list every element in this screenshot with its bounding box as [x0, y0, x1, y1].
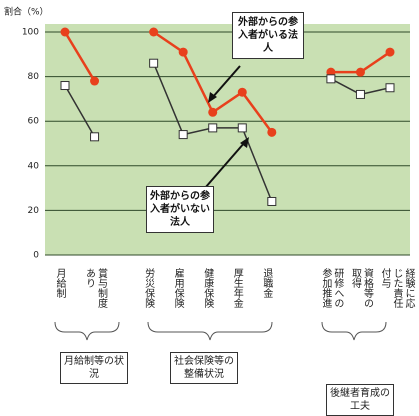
point: [385, 47, 395, 57]
callout-arrow: [204, 141, 246, 189]
point: [267, 196, 277, 206]
point: [90, 132, 100, 142]
brace: [321, 321, 387, 341]
x-tick-label: 資格等の取得: [349, 268, 373, 308]
callout-arrow: [211, 65, 241, 99]
callout-label: 外部からの参入者がいる法人: [232, 12, 304, 59]
point: [178, 47, 188, 57]
point: [385, 83, 395, 93]
x-tick-label: 研修への参加推進: [319, 268, 343, 308]
y-tick-label: 100: [22, 28, 39, 38]
point: [208, 107, 218, 117]
x-tick-label: 経験に応じた責任付与: [379, 268, 414, 308]
group-label: 社会保険等の整備状況: [170, 352, 238, 384]
point: [237, 87, 247, 97]
group-label: 月給制等の状況: [60, 352, 128, 384]
y-tick-label: 60: [28, 117, 40, 127]
point: [355, 89, 365, 99]
point: [355, 67, 365, 77]
plot: 0 20 40 60 80 100: [22, 24, 410, 261]
x-tick-label: 退職金: [260, 268, 272, 298]
brace: [147, 321, 273, 341]
y-tick-label: 20: [28, 206, 40, 216]
x-tick-label: 賞与制度あり: [83, 268, 107, 308]
x-tick-label: 厚生年金: [231, 268, 243, 308]
y-axis-label: 割合（%）: [4, 6, 49, 18]
y-tick-label: 0: [33, 251, 39, 261]
brace: [54, 321, 120, 341]
plot-background: [45, 24, 410, 255]
point: [60, 27, 70, 37]
point: [267, 127, 277, 137]
callout-label: 外部からの参入者がいない法人: [146, 186, 214, 233]
x-tick-label: 雇用保険: [172, 268, 184, 308]
point: [60, 81, 70, 91]
point: [326, 74, 336, 84]
group-label: 後継者育成の工夫: [326, 384, 394, 416]
y-tick-label: 40: [28, 161, 40, 171]
callout-arrow-head: [240, 137, 249, 148]
y-tick-label: 80: [28, 72, 40, 82]
callout-arrow-head: [208, 92, 217, 103]
x-tick-label: 健康保険: [201, 268, 213, 308]
x-tick-label: 月給制: [54, 268, 65, 298]
point: [149, 27, 159, 37]
x-tick-label: 労災保険: [142, 268, 154, 308]
point: [237, 123, 247, 133]
point: [178, 130, 188, 140]
point: [90, 76, 100, 86]
point: [208, 123, 218, 133]
point: [149, 58, 159, 68]
